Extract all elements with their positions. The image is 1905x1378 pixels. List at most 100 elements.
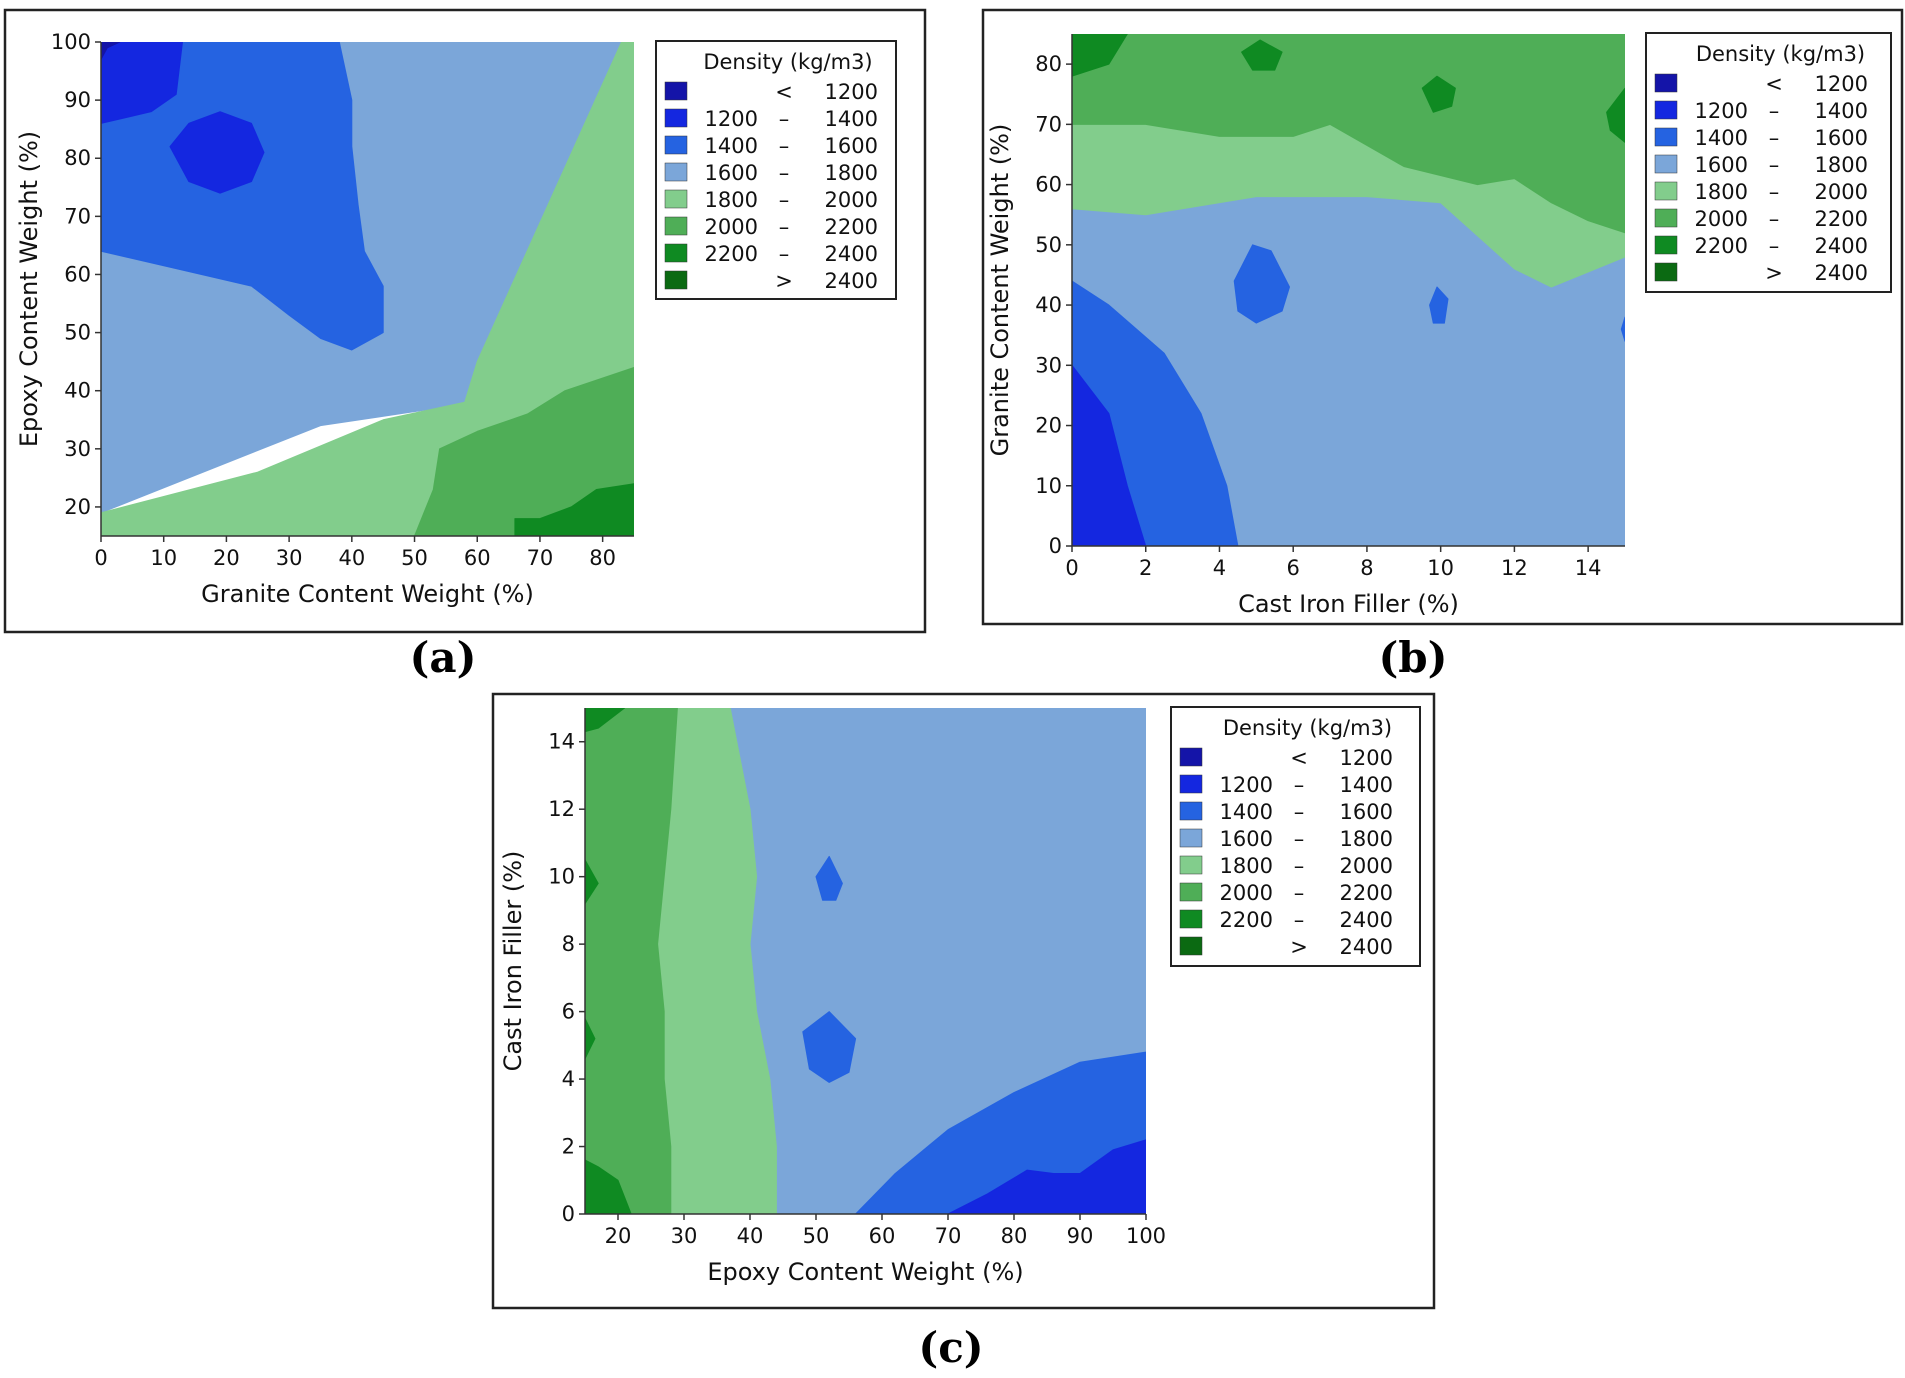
legend-range-separator: – [779, 161, 790, 185]
contour-region-2200-2400 [1072, 34, 1128, 77]
x-tick-label: 4 [1213, 556, 1226, 580]
x-tick-label: 6 [1287, 556, 1300, 580]
y-tick-label: 30 [1035, 353, 1062, 377]
legend-range-separator: > [1765, 261, 1783, 285]
contour-region-2000-2200 [414, 367, 634, 536]
y-tick-label: 60 [1035, 173, 1062, 197]
y-tick-label: 70 [64, 204, 91, 228]
contour-region-2200-2400 [585, 859, 599, 905]
legend-range-high: 1200 [1340, 746, 1393, 770]
legend-range-separator: – [779, 215, 790, 239]
legend-title: Density (kg/m3) [1223, 716, 1392, 740]
legend-range-high: 2000 [1815, 180, 1868, 204]
legend-range-high: 1800 [1815, 153, 1868, 177]
contour-region-1400-1600 [815, 855, 843, 901]
legend-range-low: 2000 [1695, 207, 1748, 231]
contour-region-1400-1600 [101, 42, 384, 351]
chart-panel-b: 0 2 4 6 8 10 12 14 0 10 20 30 40 50 60 70 80 Cast Iron Fi… [981, 8, 1904, 682]
x-tick-label: 50 [803, 1224, 830, 1248]
legend-swatch [664, 162, 688, 182]
contour-regions [101, 42, 634, 536]
y-tick-label: 90 [64, 88, 91, 112]
contour-region-1200-1400 [1072, 364, 1147, 546]
legend-swatch [664, 135, 688, 155]
x-tick-label: 60 [869, 1224, 896, 1248]
y-axis-label: Cast Iron Filler (%) [499, 851, 527, 1072]
x-tick-label: 60 [464, 546, 491, 570]
legend-range-high: 1200 [1815, 72, 1868, 96]
contour-region-1400-1600 [1429, 286, 1449, 324]
panel-caption: (c) [918, 1323, 983, 1372]
contour-region-2200-2400 [585, 708, 626, 733]
legend-swatch [1179, 801, 1203, 821]
legend: Density (kg/m3)< 12001200–14001400–160016… [655, 40, 897, 300]
y-axis-label: Granite Content Weight (%) [986, 124, 1014, 457]
legend-swatch [1654, 262, 1678, 282]
legend-range-low: 1600 [1695, 153, 1748, 177]
panel-caption: (a) [410, 633, 477, 682]
x-tick-label: 14 [1575, 556, 1602, 580]
legend-range-high: 1600 [1340, 800, 1393, 824]
x-tick-label: 0 [1065, 556, 1078, 580]
legend-box [1645, 32, 1892, 293]
y-tick-label: 50 [64, 321, 91, 345]
legend-range-low: 2200 [1695, 234, 1748, 258]
legend-range-separator: – [1769, 180, 1780, 204]
contour-region-2200-2400 [1606, 87, 1625, 143]
contour-region-2000-2200 [585, 708, 678, 1214]
y-tick-label: 20 [1035, 414, 1062, 438]
legend-swatch [1654, 127, 1678, 147]
legend-swatch [664, 108, 688, 128]
legend-range-low: 1200 [705, 107, 758, 131]
legend-range-high: 2400 [825, 242, 878, 266]
legend-range-low: 1200 [1695, 99, 1748, 123]
legend-box [1170, 706, 1421, 967]
legend-range-separator: – [1294, 773, 1305, 797]
contour-region-2200-2400 [1241, 39, 1283, 71]
y-tick-label: 0 [562, 1202, 575, 1226]
legend: Density (kg/m3)< 12001200–14001400–160016… [1170, 706, 1421, 967]
contour-regions [1072, 34, 1625, 546]
legend-range-low: 1400 [705, 134, 758, 158]
contour-region-1200-1400 [169, 111, 265, 194]
x-tick-label: 70 [527, 546, 554, 570]
contour-region-lt1200 [101, 42, 121, 60]
y-tick-label: 20 [64, 495, 91, 519]
legend-range-separator: > [1290, 935, 1308, 959]
x-axis-label: Granite Content Weight (%) [201, 580, 534, 608]
legend-swatch [1179, 855, 1203, 875]
legend-range-high: 2000 [1340, 854, 1393, 878]
legend-range-low: 1800 [1695, 180, 1748, 204]
y-tick-label: 4 [562, 1067, 575, 1091]
legend-range-high: 1400 [1815, 99, 1868, 123]
legend-swatch [1654, 100, 1678, 120]
x-tick-label: 70 [935, 1224, 962, 1248]
legend-range-high: 2200 [1340, 881, 1393, 905]
legend-swatch [1179, 828, 1203, 848]
x-tick-label: 12 [1501, 556, 1528, 580]
legend-range-high: 2400 [1815, 234, 1868, 258]
x-tick-label: 10 [150, 546, 177, 570]
legend-range-high: 2400 [1815, 261, 1868, 285]
legend-swatch [664, 243, 688, 263]
legend-swatch [1654, 235, 1678, 255]
legend-range-low: 1200 [1220, 773, 1273, 797]
legend-range-low: 2200 [705, 242, 758, 266]
legend-swatch [1654, 208, 1678, 228]
legend-range-separator: – [1769, 126, 1780, 150]
legend-range-separator: – [1294, 800, 1305, 824]
legend-range-high: 1400 [825, 107, 878, 131]
legend-range-low: 1400 [1695, 126, 1748, 150]
x-tick-label: 80 [1001, 1224, 1028, 1248]
x-tick-label: 80 [589, 546, 616, 570]
y-tick-label: 8 [562, 932, 575, 956]
y-tick-label: 10 [548, 865, 575, 889]
legend-range-separator: > [775, 269, 793, 293]
y-tick-label: 12 [548, 797, 575, 821]
legend-range-low: 2000 [705, 215, 758, 239]
contour-region-2200-2400 [514, 483, 634, 536]
legend-range-high: 1200 [825, 80, 878, 104]
legend-range-low: 1800 [705, 188, 758, 212]
legend-range-high: 2200 [1815, 207, 1868, 231]
x-tick-label: 90 [1067, 1224, 1094, 1248]
